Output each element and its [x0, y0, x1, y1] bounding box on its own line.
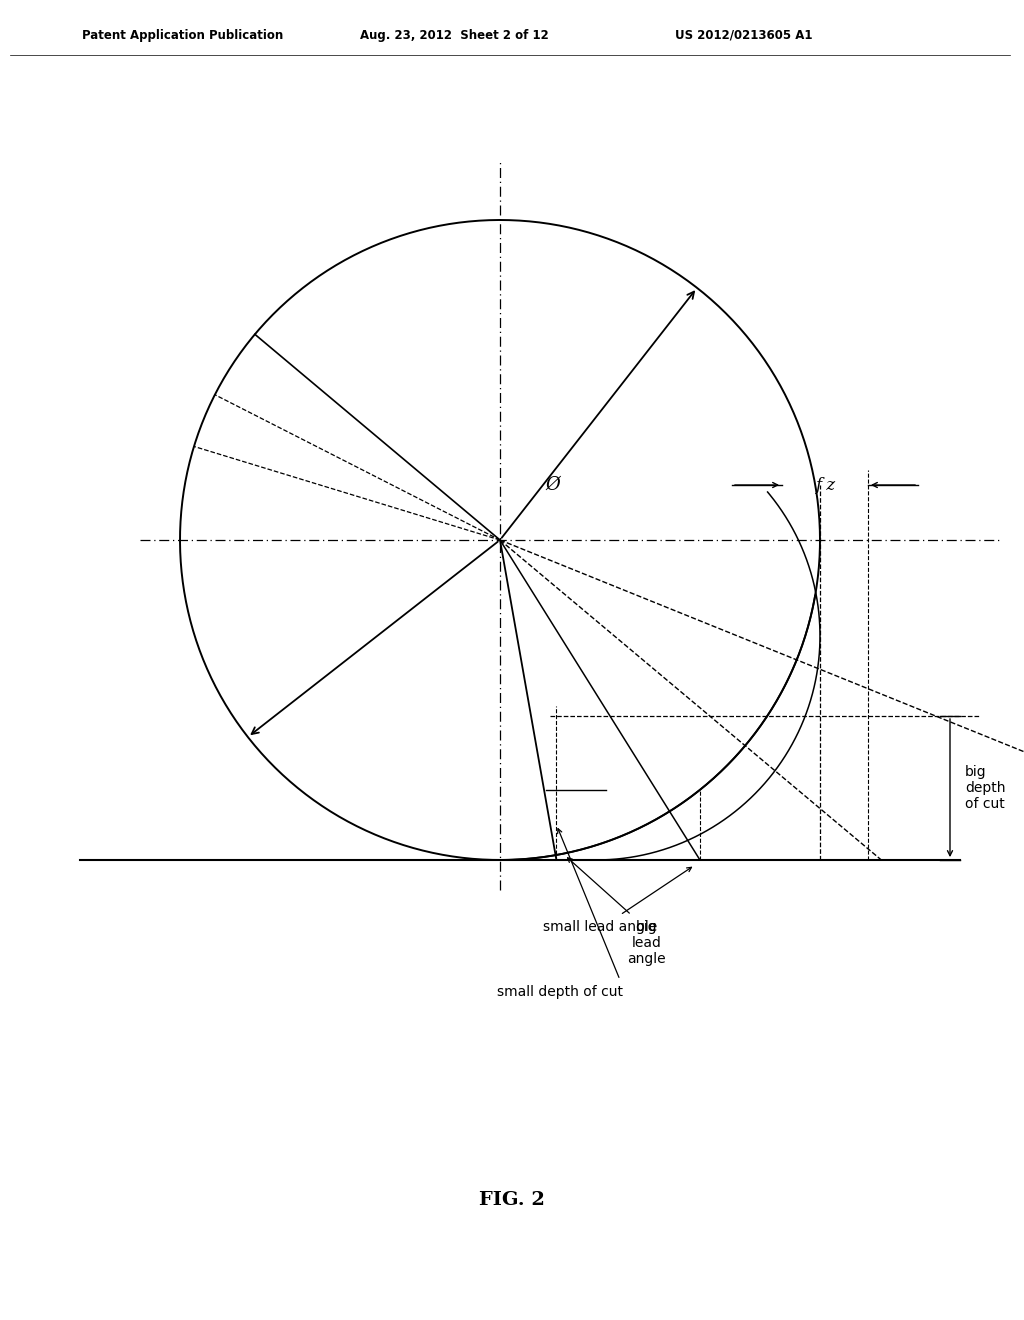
Text: US 2012/0213605 A1: US 2012/0213605 A1 — [675, 29, 812, 41]
Text: big
lead
angle: big lead angle — [627, 920, 666, 966]
Text: big
depth
of cut: big depth of cut — [965, 764, 1006, 812]
Text: Aug. 23, 2012  Sheet 2 of 12: Aug. 23, 2012 Sheet 2 of 12 — [360, 29, 549, 41]
Text: f z: f z — [815, 477, 835, 494]
Text: small depth of cut: small depth of cut — [497, 985, 623, 999]
Text: FIG. 2: FIG. 2 — [479, 1191, 545, 1209]
Text: small lead angle: small lead angle — [543, 920, 657, 935]
Text: Ø: Ø — [545, 477, 560, 494]
Text: Patent Application Publication: Patent Application Publication — [82, 29, 284, 41]
